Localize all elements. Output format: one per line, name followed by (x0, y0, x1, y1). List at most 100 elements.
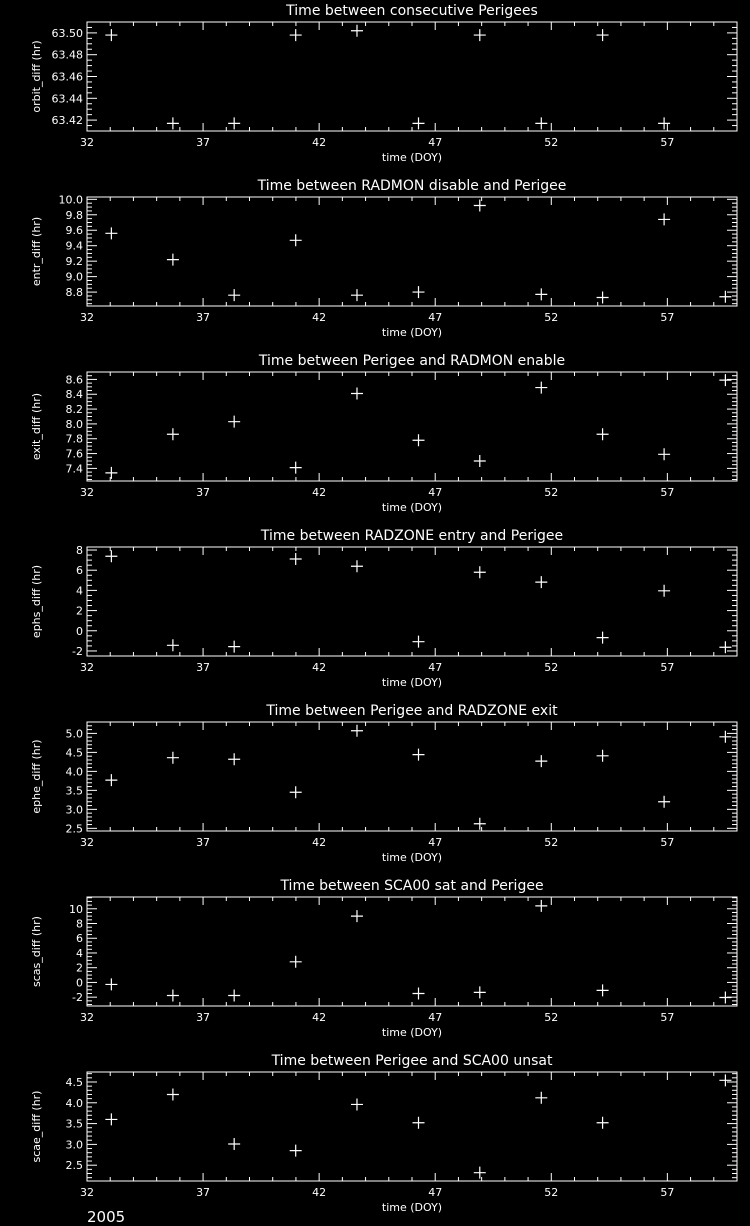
x-tick-label: 42 (312, 486, 326, 499)
data-point (350, 24, 363, 37)
data-point (596, 749, 609, 762)
data-point (350, 724, 363, 737)
data-point (535, 755, 548, 768)
data-point (105, 550, 118, 563)
data-point (412, 117, 425, 130)
x-tick-label: 57 (660, 1186, 674, 1199)
y-tick-label: 8.0 (66, 418, 84, 431)
y-tick-label: 10.0 (59, 193, 84, 206)
panel-title: Time between RADMON disable and Perigee (257, 178, 567, 194)
x-axis-label: time (DOY) (382, 851, 442, 864)
x-tick-label: 47 (428, 1186, 442, 1199)
data-point (228, 640, 241, 653)
data-point (596, 29, 609, 42)
year-label: 2005 (87, 1208, 126, 1226)
panel-title: Time between SCA00 sat and Perigee (279, 878, 543, 894)
data-point (289, 786, 302, 799)
y-tick-label: 9.2 (66, 255, 84, 268)
y-tick-label: 8.4 (66, 388, 84, 401)
data-point (228, 117, 241, 130)
data-point (412, 286, 425, 299)
x-tick-label: 57 (660, 311, 674, 324)
y-tick-label: 4.5 (66, 746, 84, 759)
data-point (535, 1091, 548, 1104)
data-point (289, 234, 302, 247)
y-tick-label: 2 (76, 962, 83, 975)
x-tick-label: 42 (312, 136, 326, 149)
data-point (473, 566, 486, 579)
data-point (228, 989, 241, 1002)
y-tick-label: 4 (76, 947, 83, 960)
data-point (658, 584, 671, 597)
data-point (596, 1116, 609, 1129)
data-point (350, 560, 363, 573)
x-tick-label: 47 (428, 661, 442, 674)
y-tick-label: 8.2 (66, 403, 84, 416)
x-tick-label: 32 (80, 836, 94, 849)
data-point (719, 641, 732, 654)
y-axis-label: ephs_diff (hr) (30, 565, 43, 638)
y-tick-label: 8 (76, 544, 83, 557)
data-point (719, 1074, 732, 1087)
y-tick-label: 2.5 (66, 822, 84, 835)
x-tick-label: 52 (544, 836, 558, 849)
data-point (412, 1116, 425, 1129)
x-tick-label: 32 (80, 311, 94, 324)
x-tick-label: 37 (196, 1186, 210, 1199)
y-tick-label: 0 (76, 976, 83, 989)
y-tick-label: 8.8 (66, 286, 84, 299)
y-tick-label: 0 (76, 625, 83, 638)
y-axis-label: entr_diff (hr) (30, 217, 43, 286)
y-tick-label: -2 (72, 645, 83, 658)
y-axis-label: scae_diff (hr) (30, 1091, 43, 1163)
data-point (166, 253, 179, 266)
data-point (228, 753, 241, 766)
plot-frame (86, 896, 738, 1007)
y-tick-label: 63.46 (52, 71, 84, 84)
data-point (596, 984, 609, 997)
x-axis-label: time (DOY) (382, 1201, 442, 1214)
x-tick-label: 42 (312, 311, 326, 324)
y-tick-label: 7.4 (66, 462, 84, 475)
y-tick-label: 63.50 (52, 27, 84, 40)
data-point (473, 1166, 486, 1179)
x-tick-label: 57 (660, 836, 674, 849)
data-point (350, 910, 363, 923)
y-tick-label: 9.8 (66, 209, 84, 222)
x-tick-label: 47 (428, 136, 442, 149)
y-tick-label: 7.8 (66, 433, 84, 446)
y-tick-label: 4.5 (66, 1076, 84, 1089)
y-tick-label: 8 (76, 918, 83, 931)
data-point (719, 290, 732, 303)
panel-2: Time between RADMON disable and Perigee 3… (30, 178, 738, 339)
x-tick-label: 52 (544, 486, 558, 499)
panel-3: Time between Perigee and RADMON enable 32… (30, 353, 738, 514)
y-tick-label: 6 (76, 564, 83, 577)
y-tick-label: 3.5 (66, 784, 84, 797)
x-tick-label: 42 (312, 1011, 326, 1024)
x-tick-label: 37 (196, 1011, 210, 1024)
x-tick-label: 52 (544, 661, 558, 674)
data-point (473, 986, 486, 999)
x-tick-label: 42 (312, 836, 326, 849)
x-tick-label: 57 (660, 486, 674, 499)
y-tick-label: 9.4 (66, 240, 84, 253)
y-tick-label: 3.0 (66, 1138, 84, 1151)
y-tick-label: 5.0 (66, 727, 84, 740)
data-point (105, 227, 118, 240)
x-tick-label: 32 (80, 1011, 94, 1024)
x-tick-label: 37 (196, 311, 210, 324)
x-tick-label: 57 (660, 661, 674, 674)
y-tick-label: 63.44 (52, 92, 84, 105)
plot-frame (86, 196, 738, 307)
plot-frame (86, 371, 738, 482)
y-tick-label: 9.0 (66, 271, 84, 284)
panel-1: Time between consecutive Perigees 32 37 42 4… (30, 3, 738, 164)
data-point (289, 461, 302, 474)
y-tick-label: 7.6 (66, 448, 84, 461)
data-point (228, 289, 241, 302)
data-point (166, 428, 179, 441)
y-tick-label: 2 (76, 605, 83, 618)
data-point (473, 29, 486, 42)
